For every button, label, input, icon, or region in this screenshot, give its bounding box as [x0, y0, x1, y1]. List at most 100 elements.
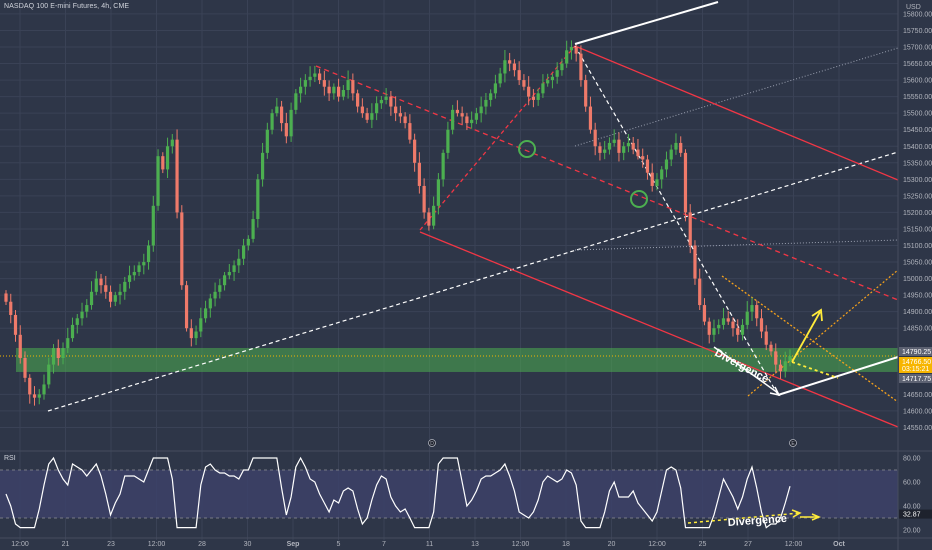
- candle-body[interactable]: [32, 394, 37, 398]
- candle-body[interactable]: [764, 331, 768, 345]
- candle-body[interactable]: [346, 80, 350, 91]
- candle-body[interactable]: [270, 113, 274, 130]
- candle-body[interactable]: [203, 308, 208, 319]
- candle-body[interactable]: [132, 271, 136, 276]
- candle-body[interactable]: [441, 152, 445, 180]
- candle-body[interactable]: [736, 328, 740, 335]
- candle-body[interactable]: [702, 305, 707, 322]
- candle-body[interactable]: [465, 116, 469, 124]
- candle-body[interactable]: [66, 338, 70, 349]
- candle-body[interactable]: [664, 159, 669, 170]
- candle-body[interactable]: [560, 63, 564, 71]
- candle-body[interactable]: [584, 80, 588, 107]
- candle-body[interactable]: [294, 93, 298, 110]
- candle-body[interactable]: [579, 53, 583, 81]
- candle-body[interactable]: [427, 212, 431, 226]
- candle-body[interactable]: [688, 212, 692, 246]
- candle-body[interactable]: [650, 172, 654, 186]
- candle-body[interactable]: [769, 344, 773, 352]
- candle-body[interactable]: [85, 305, 89, 312]
- candle-body[interactable]: [517, 70, 521, 81]
- candle-body[interactable]: [636, 149, 640, 157]
- candle-body[interactable]: [213, 291, 217, 299]
- candle-body[interactable]: [631, 142, 635, 150]
- candle-body[interactable]: [569, 47, 574, 51]
- candle-body[interactable]: [146, 245, 151, 263]
- candle-body[interactable]: [588, 106, 593, 130]
- candle-body[interactable]: [284, 123, 288, 137]
- candle-body[interactable]: [783, 361, 787, 372]
- candle-body[interactable]: [617, 139, 621, 153]
- candle-body[interactable]: [612, 139, 616, 143]
- candle-body[interactable]: [18, 334, 22, 358]
- candle-body[interactable]: [607, 142, 612, 150]
- candle-body[interactable]: [194, 331, 198, 339]
- candle-body[interactable]: [626, 142, 631, 147]
- candle-body[interactable]: [199, 318, 203, 332]
- candle-body[interactable]: [669, 149, 673, 160]
- candle-body[interactable]: [660, 169, 664, 180]
- candle-body[interactable]: [546, 80, 550, 84]
- candle-body[interactable]: [527, 86, 531, 97]
- candle-body[interactable]: [184, 285, 189, 329]
- candle-body[interactable]: [778, 364, 783, 372]
- candle-body[interactable]: [379, 99, 383, 104]
- candle-body[interactable]: [384, 96, 388, 100]
- candle-body[interactable]: [189, 328, 193, 339]
- candle-body[interactable]: [337, 86, 341, 97]
- candle-body[interactable]: [61, 348, 65, 358]
- candle-body[interactable]: [165, 146, 170, 170]
- candle-body[interactable]: [541, 83, 545, 94]
- candle-body[interactable]: [550, 76, 555, 81]
- candle-body[interactable]: [489, 93, 493, 100]
- candle-body[interactable]: [80, 311, 84, 319]
- candle-body[interactable]: [56, 348, 60, 358]
- candle-body[interactable]: [455, 109, 459, 114]
- candle-body[interactable]: [536, 93, 540, 100]
- candle-body[interactable]: [745, 311, 749, 325]
- candle-body[interactable]: [398, 113, 402, 117]
- candle-body[interactable]: [598, 146, 602, 153]
- candle-body[interactable]: [408, 123, 412, 140]
- candle-body[interactable]: [645, 159, 650, 173]
- candle-body[interactable]: [512, 63, 517, 71]
- candle-body[interactable]: [721, 318, 726, 325]
- rsi-panel[interactable]: Divergence: [0, 456, 898, 529]
- candle-body[interactable]: [13, 314, 18, 335]
- candle-body[interactable]: [403, 116, 407, 124]
- candle-body[interactable]: [698, 278, 702, 306]
- candle-body[interactable]: [298, 86, 303, 94]
- candle-body[interactable]: [251, 219, 255, 239]
- candle-body[interactable]: [498, 73, 502, 84]
- candle-body[interactable]: [246, 238, 250, 246]
- candle-body[interactable]: [436, 179, 440, 206]
- candle-body[interactable]: [470, 119, 474, 124]
- candle-body[interactable]: [70, 324, 75, 339]
- candle-body[interactable]: [755, 305, 759, 319]
- candle-body[interactable]: [574, 47, 578, 54]
- candle-body[interactable]: [774, 351, 778, 365]
- candle-body[interactable]: [693, 245, 697, 279]
- candle-body[interactable]: [180, 212, 184, 286]
- candle-body[interactable]: [127, 275, 132, 282]
- candle-body[interactable]: [479, 106, 483, 114]
- candle-body[interactable]: [417, 162, 421, 186]
- candle-body[interactable]: [47, 364, 51, 385]
- candle-body[interactable]: [123, 281, 127, 292]
- candle-body[interactable]: [394, 106, 398, 114]
- candle-body[interactable]: [175, 139, 179, 213]
- candle-body[interactable]: [351, 80, 355, 94]
- candle-body[interactable]: [89, 291, 94, 306]
- candle-body[interactable]: [555, 70, 559, 77]
- candle-body[interactable]: [332, 86, 336, 94]
- candle-body[interactable]: [104, 285, 108, 292]
- candle-body[interactable]: [679, 142, 683, 153]
- candle-body[interactable]: [322, 80, 326, 87]
- candle-body[interactable]: [303, 80, 307, 87]
- candle-body[interactable]: [232, 265, 236, 272]
- candle-body[interactable]: [484, 99, 488, 107]
- candle-body[interactable]: [707, 321, 711, 335]
- candle-body[interactable]: [99, 278, 103, 286]
- candle-body[interactable]: [218, 285, 222, 292]
